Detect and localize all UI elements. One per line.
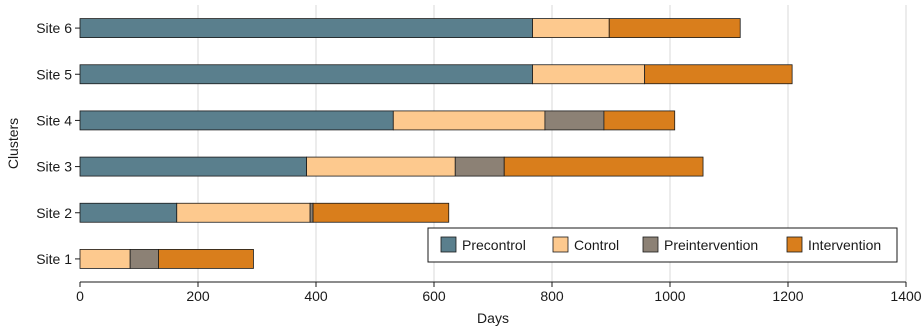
y-axis-label: Clusters: [5, 118, 21, 169]
y-tick-label: Site 2: [36, 205, 72, 221]
x-tick-label: 800: [540, 288, 564, 304]
x-tick-label: 1000: [654, 288, 685, 304]
bar-segment: [79, 156, 307, 177]
bar-segment: [79, 110, 394, 131]
legend-swatch: [440, 236, 457, 253]
x-tick-label: 1200: [772, 288, 803, 304]
y-tick-label: Site 4: [36, 112, 72, 128]
bar-segment: [603, 110, 676, 131]
x-tick-label: 400: [304, 288, 328, 304]
legend-swatch: [642, 236, 659, 253]
bar-segment: [454, 156, 505, 177]
bar-segment: [176, 202, 311, 223]
legend: Precontrol Control Preintervention Interven…: [427, 227, 898, 263]
y-tick-label: Site 5: [36, 66, 72, 82]
legend-label: Precontrol: [462, 237, 526, 253]
bar-segment: [79, 249, 131, 269]
bar-segment: [79, 64, 533, 85]
vertical-gridlines: [197, 5, 907, 282]
bar-segment: [129, 249, 159, 269]
x-tick-label: 600: [422, 288, 446, 304]
bar-segment: [503, 156, 704, 177]
bar-segment: [644, 64, 793, 85]
bar-segment: [79, 18, 533, 38]
legend-label: Control: [574, 237, 619, 253]
bar-segment: [158, 249, 254, 269]
y-axis: Site 6 Site 5 Site 4 Site 3 Site 2 Site 1: [36, 20, 80, 267]
bar-series-group: [79, 18, 793, 269]
bar-segment: [532, 18, 610, 38]
x-tick-label: 1400: [890, 288, 921, 304]
x-tick-label: 0: [76, 288, 84, 304]
bar-segment: [79, 202, 178, 223]
bar-segment: [532, 64, 646, 85]
bar-segment: [312, 202, 450, 223]
legend-label: Intervention: [808, 237, 881, 253]
legend-box: [427, 227, 898, 263]
legend-swatch: [552, 236, 569, 253]
bar-segment: [309, 202, 314, 223]
x-axis-label: Days: [477, 310, 509, 326]
bar-segment: [392, 110, 546, 131]
x-tick-label: 200: [186, 288, 210, 304]
x-axis: 0 200 400 600 800 1000 1200 1400: [76, 281, 922, 304]
legend-swatch: [786, 236, 803, 253]
bar-segment: [608, 18, 741, 38]
legend-label: Preintervention: [664, 237, 758, 253]
y-tick-label: Site 3: [36, 159, 72, 175]
y-tick-label: Site 6: [36, 20, 72, 36]
bar-segment: [306, 156, 456, 177]
y-tick-label: Site 1: [36, 251, 72, 267]
bar-segment: [544, 110, 605, 131]
